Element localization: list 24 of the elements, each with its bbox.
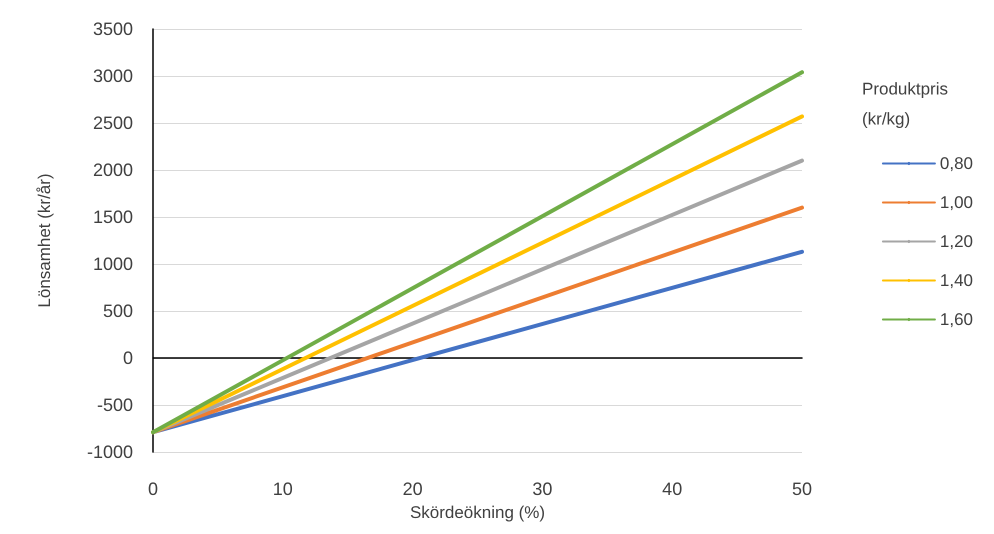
y-tick-label: 3500: [92, 19, 133, 39]
y-tick-label: 2000: [92, 160, 133, 180]
legend-label: 0,80: [940, 154, 974, 173]
y-tick-label: 1500: [92, 207, 133, 227]
x-tick-label: 20: [402, 479, 423, 499]
y-tick-label: 3000: [92, 66, 133, 86]
x-tick-label: 40: [662, 479, 682, 499]
y-tick-label: 1000: [92, 254, 133, 274]
y-tick-label: 0: [122, 348, 133, 368]
y-tick-label: 500: [102, 301, 133, 321]
x-tick-label: 50: [792, 479, 812, 499]
x-tick-label: 30: [532, 479, 552, 499]
y-tick-label: -1000: [86, 442, 133, 462]
x-tick-label: 10: [272, 479, 293, 499]
y-tick-label: 2500: [92, 113, 133, 133]
legend-label: 1,00: [940, 193, 974, 212]
y-tick-label: -500: [96, 395, 133, 415]
legend-label: 1,40: [940, 271, 974, 290]
y-axis-title: Lönsamhet (kr/år): [35, 173, 54, 308]
legend-label: 1,20: [940, 232, 974, 251]
legend-label: 1,60: [940, 310, 974, 329]
legend-title: Produktpris (kr/kg): [862, 80, 953, 128]
x-tick-label: 0: [148, 479, 158, 499]
x-axis-title: Skördeökning (%): [410, 503, 546, 522]
